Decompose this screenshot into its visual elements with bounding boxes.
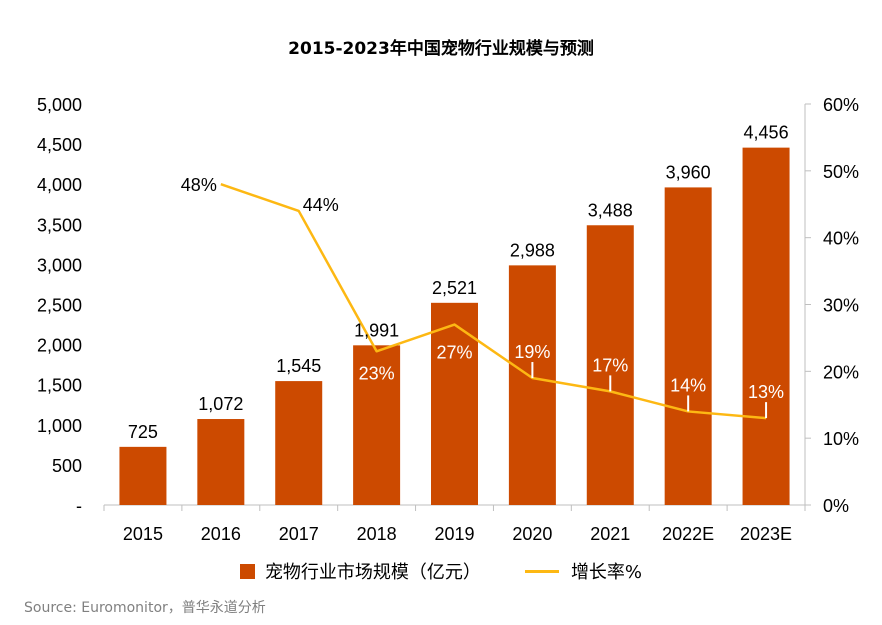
bar-market-size: [586, 225, 634, 506]
legend-item-growth-rate: 增长率%: [524, 558, 643, 584]
y-right-tick-label: 40%: [823, 229, 859, 249]
x-tick-label: 2018: [357, 524, 397, 544]
x-tick-label: 2022E: [662, 524, 714, 544]
x-tick-label: 2015: [123, 524, 163, 544]
chart-title: 2015-2023年中国宠物行业规模与预测: [288, 39, 594, 59]
y-left-tick-label: 4,500: [37, 135, 82, 155]
y-left-tick-label: 2,000: [37, 336, 82, 356]
y-right-tick-label: 30%: [823, 296, 859, 316]
y-right-tick-label: 10%: [823, 429, 859, 449]
growth-rate-label: 44%: [303, 195, 339, 215]
bar-market-size: [119, 446, 167, 505]
legend-line-swatch: [524, 569, 559, 573]
bar-market-size: [742, 147, 790, 506]
x-tick-label: 2017: [279, 524, 319, 544]
source-note: Source: Euromonitor，普华永道分析: [24, 600, 266, 616]
legend-label-growth-rate: 增长率%: [570, 562, 643, 583]
bar-value-label: 3,488: [588, 200, 633, 220]
bar-value-label: 2,521: [432, 278, 477, 298]
growth-rate-label: 23%: [359, 363, 395, 383]
bar-value-label: 1,991: [354, 320, 399, 340]
growth-rate-label: 17%: [592, 355, 628, 375]
bar-value-label: 1,545: [276, 356, 321, 376]
bar-market-size: [664, 187, 712, 505]
y-right-tick-label: 20%: [823, 362, 859, 382]
bar-market-size: [431, 302, 478, 505]
y-right-tick-label: 60%: [823, 95, 859, 115]
bar-market-size: [275, 381, 323, 505]
legend: 宠物行业市场规模（亿元） 增长率%: [0, 558, 882, 584]
y-left-tick-label: -: [76, 496, 82, 516]
y-left-tick-label: 1,500: [37, 376, 82, 396]
y-left-tick-label: 5,000: [37, 95, 82, 115]
bar-value-label: 3,960: [666, 162, 711, 182]
bar-market-size: [197, 419, 245, 505]
x-tick-label: 2023E: [740, 524, 792, 544]
x-tick-label: 2021: [590, 524, 630, 544]
y-left-tick-label: 3,000: [37, 255, 82, 275]
growth-rate-label: 19%: [514, 342, 550, 362]
growth-rate-label: 14%: [670, 375, 706, 395]
legend-bar-swatch: [239, 563, 255, 579]
bar-value-label: 2,988: [510, 240, 555, 260]
y-right-tick-label: 0%: [823, 496, 849, 516]
bar-market-size: [508, 265, 556, 505]
y-right-tick-label: 50%: [823, 162, 859, 182]
y-left-tick-label: 500: [52, 456, 82, 476]
bar-value-label: 4,456: [744, 123, 789, 143]
y-left-tick-label: 3,500: [37, 215, 82, 235]
y-left-tick-label: 4,000: [37, 175, 82, 195]
bar-value-label: 1,072: [198, 394, 243, 414]
growth-rate-label: 27%: [436, 343, 472, 363]
growth-rate-label: 48%: [181, 175, 217, 195]
x-tick-label: 2020: [512, 524, 552, 544]
x-tick-label: 2019: [434, 524, 474, 544]
y-left-tick-label: 1,000: [37, 416, 82, 436]
growth-rate-label: 13%: [748, 382, 784, 402]
legend-item-market-size: 宠物行业市场规模（亿元）: [239, 558, 481, 584]
legend-label-market-size: 宠物行业市场规模（亿元）: [264, 562, 481, 583]
x-tick-label: 2016: [201, 524, 241, 544]
bar-market-size: [353, 345, 401, 505]
growth-rate-line: [220, 183, 767, 420]
y-left-tick-label: 2,500: [37, 296, 82, 316]
bar-value-label: 725: [128, 422, 158, 442]
